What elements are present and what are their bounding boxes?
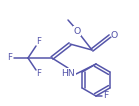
Text: O: O xyxy=(73,26,81,36)
Text: HN: HN xyxy=(61,68,75,77)
Text: F: F xyxy=(37,70,42,79)
Text: O: O xyxy=(110,31,118,40)
Text: F: F xyxy=(8,54,13,63)
Text: F: F xyxy=(103,91,109,100)
Text: F: F xyxy=(37,38,42,47)
